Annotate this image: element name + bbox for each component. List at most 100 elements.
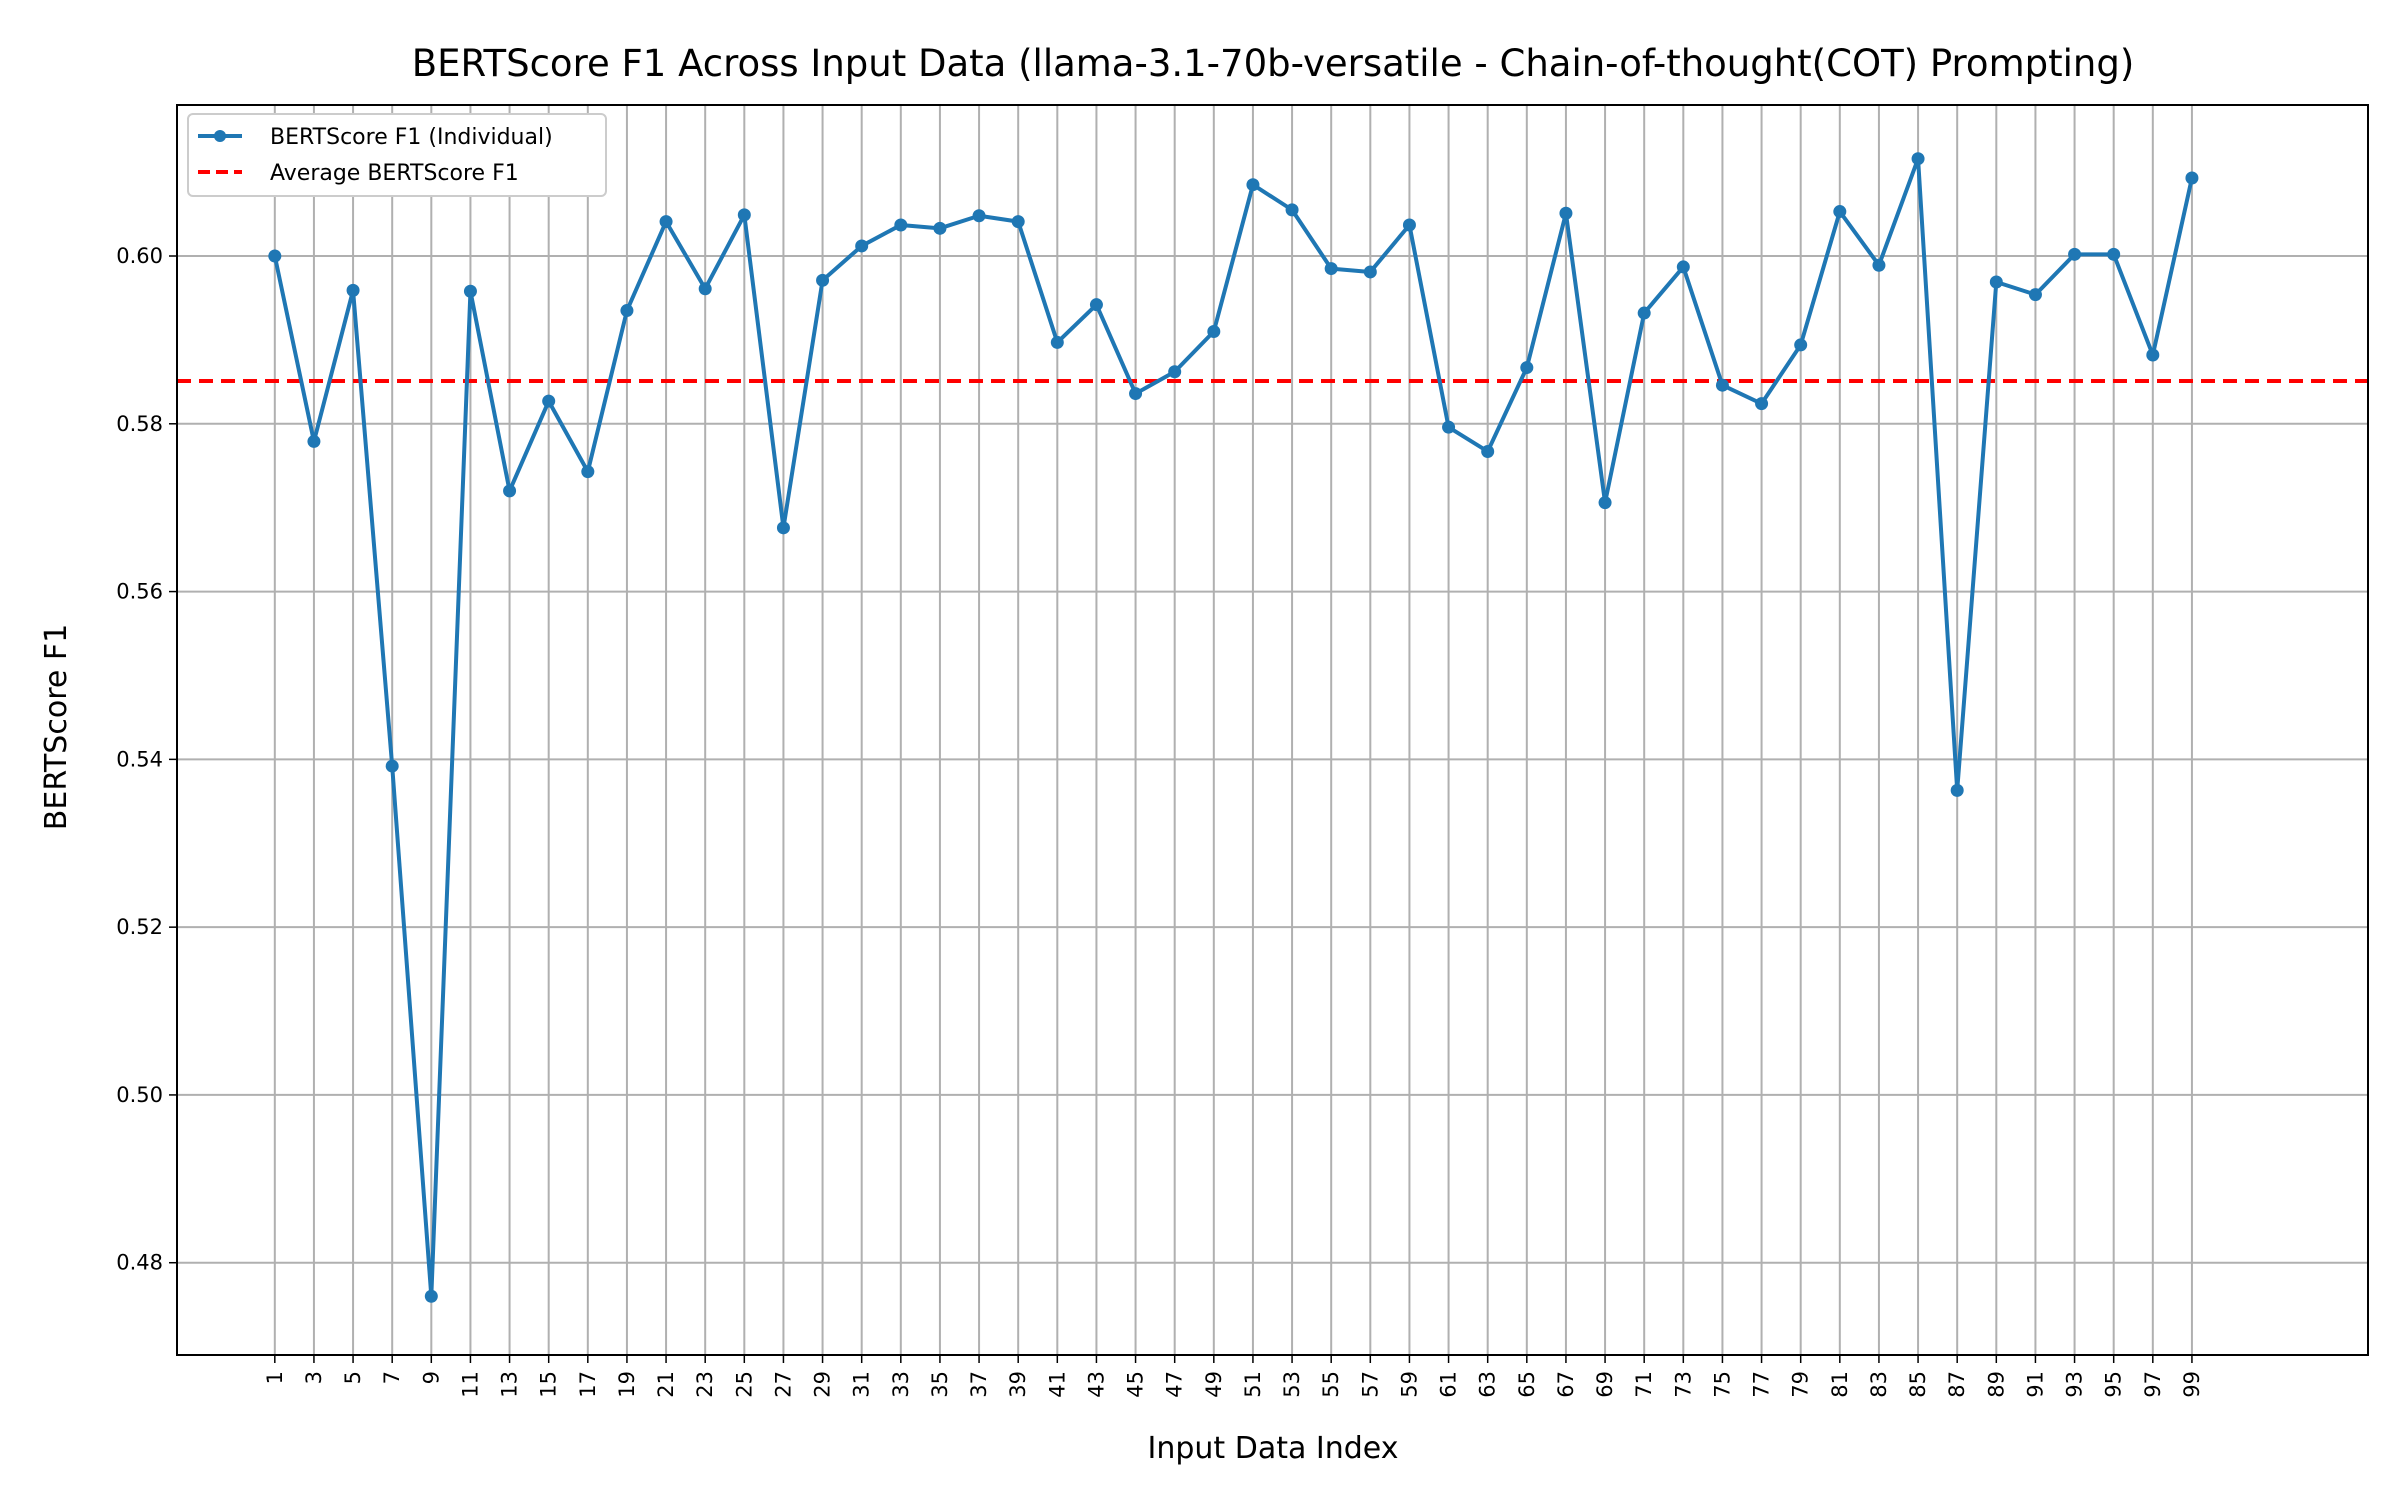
data-point: [1676, 260, 1690, 274]
x-axis-label: Input Data Index: [1148, 1431, 1399, 1466]
data-point: [542, 394, 556, 408]
x-tick-label: 17: [576, 1371, 600, 1398]
data-point: [424, 1289, 438, 1303]
x-tick-label: 1: [263, 1371, 287, 1384]
data-point: [1715, 378, 1729, 392]
data-point: [385, 759, 399, 773]
x-tick-label: 99: [2180, 1371, 2204, 1398]
x-tick-label: 31: [850, 1371, 874, 1398]
data-point: [2028, 288, 2042, 302]
x-tick-label: 19: [615, 1371, 639, 1398]
data-point: [1911, 152, 1925, 166]
x-tick-label: 75: [1710, 1371, 1734, 1398]
y-tick-label: 0.52: [116, 915, 163, 939]
data-point: [268, 249, 282, 263]
chart-title: BERTScore F1 Across Input Data (llama-3.…: [412, 42, 2135, 85]
x-tick-label: 77: [1750, 1371, 1774, 1398]
data-point: [737, 208, 751, 222]
x-tick-label: 81: [1828, 1371, 1852, 1398]
data-point: [1872, 258, 1886, 272]
x-tick-label: 55: [1319, 1371, 1343, 1398]
x-tick-label: 51: [1241, 1371, 1265, 1398]
data-point: [1207, 325, 1221, 339]
data-point: [2185, 171, 2199, 185]
x-tick-label: 71: [1632, 1371, 1656, 1398]
x-tick-label: 21: [654, 1371, 678, 1398]
x-tick-label: 27: [771, 1371, 795, 1398]
y-tick-label: 0.54: [116, 747, 163, 771]
legend-label-average: Average BERTScore F1: [270, 161, 519, 186]
x-tick-label: 29: [811, 1371, 835, 1398]
data-point: [2107, 247, 2121, 261]
data-point: [346, 283, 360, 297]
y-ticks: 0.48 0.50 0.52 0.54 0.56 0.58 0.60: [116, 244, 177, 1275]
x-tick-label: 25: [732, 1371, 756, 1398]
y-tick-label: 0.58: [116, 412, 163, 436]
y-tick-label: 0.48: [116, 1251, 163, 1275]
data-point: [698, 282, 712, 296]
data-point: [1598, 496, 1612, 510]
x-tick-label: 7: [380, 1371, 404, 1384]
y-axis-label: BERTScore F1: [39, 624, 74, 830]
x-tick-label: 61: [1437, 1371, 1461, 1398]
data-point: [1363, 265, 1377, 279]
legend-box: [187, 113, 607, 197]
data-point: [1285, 203, 1299, 217]
x-tick-label: 23: [693, 1371, 717, 1398]
data-point: [2146, 348, 2160, 362]
y-tick-label: 0.56: [116, 580, 163, 604]
data-point: [933, 221, 947, 235]
y-tick-label: 0.50: [116, 1083, 163, 1107]
data-point: [1559, 206, 1573, 220]
x-tick-label: 43: [1084, 1371, 1108, 1398]
y-tick-label: 0.60: [116, 244, 163, 268]
x-tick-label: 13: [498, 1371, 522, 1398]
x-tick-label: 91: [2023, 1371, 2047, 1398]
x-tick-label: 11: [458, 1371, 482, 1398]
data-point: [1442, 420, 1456, 434]
data-point: [855, 239, 869, 253]
series-layer: [268, 152, 2199, 1303]
x-tick-label: 79: [1789, 1371, 1813, 1398]
data-point: [972, 209, 986, 223]
x-tick-label: 87: [1945, 1371, 1969, 1398]
data-point: [1950, 783, 1964, 797]
data-point: [776, 521, 790, 535]
x-tick-label: 49: [1202, 1371, 1226, 1398]
x-tick-label: 83: [1867, 1371, 1891, 1398]
x-tick-label: 57: [1358, 1371, 1382, 1398]
x-tick-label: 73: [1671, 1371, 1695, 1398]
data-point: [1520, 361, 1534, 375]
series-line-individual: [272, 156, 2194, 1299]
x-tick-label: 45: [1124, 1371, 1148, 1398]
data-point: [816, 273, 830, 287]
x-tick-label: 67: [1554, 1371, 1578, 1398]
data-point: [620, 304, 634, 318]
x-tick-label: 59: [1397, 1371, 1421, 1398]
x-tick-label: 39: [1006, 1371, 1030, 1398]
data-point: [581, 465, 595, 479]
x-tick-label: 9: [419, 1371, 443, 1384]
data-point: [1050, 335, 1064, 349]
data-point: [1168, 365, 1182, 379]
data-point: [1833, 205, 1847, 219]
data-point: [1324, 262, 1338, 276]
data-point: [307, 434, 321, 448]
data-point: [463, 284, 477, 298]
x-tick-label: 97: [2141, 1371, 2165, 1398]
x-ticks: 1 3 5 7 9 11 13 15 17 19 21 23 25 27 29 31 33 35 37 39 41 43 4…: [263, 1355, 2204, 1398]
data-point: [894, 218, 908, 232]
x-tick-label: 3: [302, 1371, 326, 1384]
legend: BERTScore F1 (Individual) Average BERTSc…: [187, 113, 607, 197]
data-point: [1402, 218, 1416, 232]
x-tick-label: 93: [2063, 1371, 2087, 1398]
data-point: [1989, 275, 2003, 289]
x-tick-label: 85: [1906, 1371, 1930, 1398]
data-point: [659, 215, 673, 229]
x-tick-label: 89: [1984, 1371, 2008, 1398]
x-tick-label: 69: [1593, 1371, 1617, 1398]
data-point: [1755, 397, 1769, 411]
data-point: [2068, 247, 2082, 261]
